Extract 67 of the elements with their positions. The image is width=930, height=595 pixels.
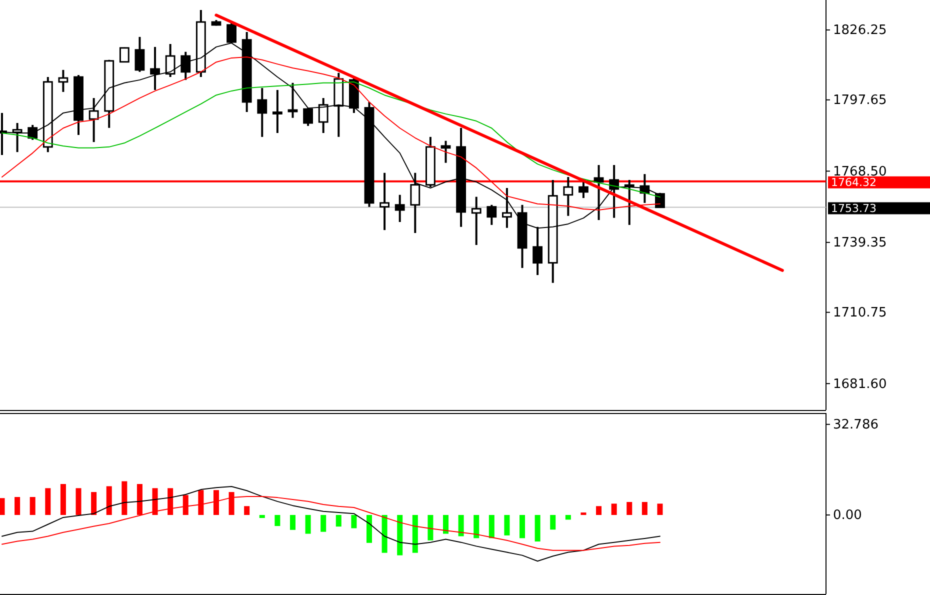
- y-tick-label: 1681.60: [833, 376, 887, 392]
- bar: [474, 514, 480, 538]
- candlestick: [563, 176, 574, 217]
- bar: [520, 514, 526, 538]
- candlestick: [119, 46, 130, 64]
- bar: [290, 514, 296, 530]
- bar: [596, 506, 602, 515]
- line-series: [2, 81, 660, 198]
- bar: [488, 514, 494, 538]
- bar: [45, 488, 51, 515]
- y-tick-label: 1739.35: [833, 236, 887, 251]
- y-tick-label: 1797.65: [833, 93, 887, 108]
- candlestick: [150, 46, 160, 91]
- candlestick: [594, 164, 604, 222]
- candlestick: [88, 97, 99, 144]
- bar: [458, 514, 464, 536]
- bar: [122, 481, 128, 515]
- candlestick: [471, 196, 482, 246]
- bar: [91, 492, 97, 515]
- bar: [0, 498, 5, 515]
- line-series: [2, 486, 660, 562]
- candlestick: [303, 107, 313, 127]
- bar: [397, 514, 403, 556]
- bar: [259, 514, 265, 518]
- candlestick: [272, 88, 282, 134]
- ref-line-label: 1753.73: [831, 202, 876, 216]
- y-tick-label: 32.786: [833, 418, 878, 433]
- candlestick: [440, 140, 451, 164]
- bar: [30, 497, 36, 515]
- candlestick: [180, 50, 191, 81]
- bar: [351, 514, 357, 528]
- bar: [244, 506, 250, 515]
- bar: [580, 512, 586, 515]
- candlestick: [318, 97, 328, 134]
- candlestick: [134, 36, 145, 73]
- bar: [76, 488, 82, 515]
- bar: [626, 502, 632, 515]
- candlestick: [12, 122, 22, 154]
- candlestick: [58, 68, 68, 93]
- bar: [14, 497, 20, 515]
- bar: [611, 504, 617, 515]
- bar: [382, 514, 388, 553]
- candlestick: [288, 82, 298, 119]
- candlestick: [380, 172, 390, 232]
- bar: [657, 504, 663, 515]
- bar: [412, 514, 418, 553]
- y-tick-label: 1710.75: [833, 305, 887, 320]
- bar: [443, 514, 449, 534]
- bar: [504, 514, 510, 536]
- bar: [320, 514, 326, 532]
- y-tick-label: 1826.25: [833, 23, 887, 38]
- bar: [565, 514, 571, 520]
- bar: [642, 502, 648, 515]
- bar: [336, 514, 342, 527]
- bar: [428, 514, 434, 540]
- bar: [366, 514, 372, 543]
- bar: [60, 484, 66, 515]
- ref-line-label: 1764.32: [831, 176, 876, 190]
- y-tick-label: 0.00: [833, 508, 862, 524]
- bar: [550, 514, 556, 530]
- bar: [305, 514, 311, 534]
- candlestick: [257, 87, 268, 138]
- bar: [534, 514, 540, 542]
- bar: [106, 486, 112, 515]
- candlestick: [394, 194, 405, 223]
- bar: [274, 514, 280, 526]
- candlestick: [486, 204, 497, 226]
